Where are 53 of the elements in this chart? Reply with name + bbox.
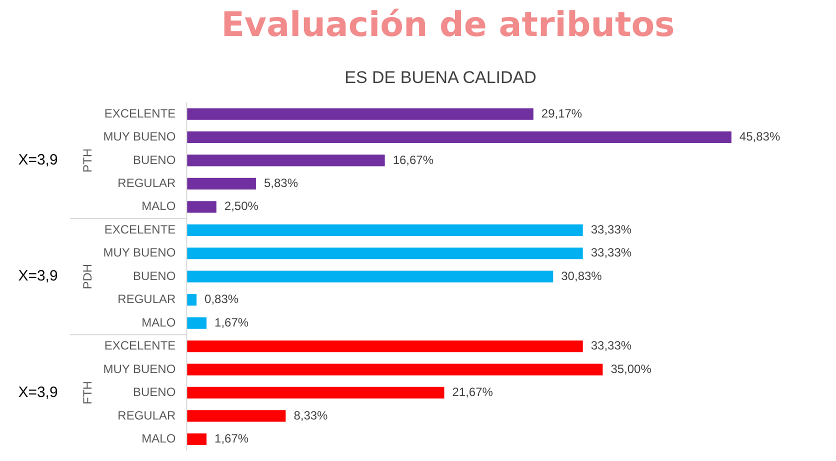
y-tick-label: EXCELENTE (104, 338, 176, 353)
y-tick-label: EXCELENTE (104, 222, 176, 236)
y-tick-label: REGULAR (118, 176, 176, 190)
y-tick-label: REGULAR (118, 292, 176, 306)
bar (186, 154, 385, 166)
bar (186, 201, 216, 213)
bar (186, 317, 207, 329)
data-label: 2,50% (224, 199, 259, 214)
chart-title: Evaluación de atributos (220, 4, 676, 47)
text: X=3,9 (18, 152, 58, 169)
data-label: 1,67% (214, 315, 249, 330)
bar (186, 131, 732, 144)
bar (186, 270, 554, 282)
y-tick-label: MALO (142, 315, 176, 330)
data-label: 33,33% (590, 338, 632, 353)
data-label: 33,33% (590, 222, 632, 236)
bar (186, 248, 583, 260)
y-tick-label: BUENO (132, 152, 176, 167)
data-label: 0,83% (204, 292, 239, 306)
y-tick-label: MUY BUENO (103, 246, 176, 260)
y-tick-label: MUY BUENO (103, 362, 176, 376)
data-label: 33,33% (590, 246, 632, 260)
y-tick-label: BUENO (132, 385, 176, 400)
data-label: 35,00% (610, 362, 652, 376)
text: PTH (80, 148, 94, 172)
y-tick-label: MUY BUENO (103, 130, 176, 144)
y-tick-label: MALO (142, 199, 176, 214)
data-label: 29,17% (541, 106, 582, 120)
text: FTH (80, 381, 94, 404)
bar (186, 364, 603, 376)
y-tick-label: BUENO (132, 268, 176, 283)
text: PDH (80, 264, 94, 290)
y-tick-label: MALO (142, 432, 176, 446)
bar (186, 108, 534, 120)
bar (186, 433, 207, 445)
bar (186, 178, 256, 190)
data-label: 45,83% (739, 130, 780, 144)
data-label: 1,67% (214, 432, 249, 446)
bar (186, 294, 197, 306)
y-tick-label: EXCELENTE (104, 106, 176, 120)
bar (186, 386, 444, 399)
chart-subtitle: ES DE BUENA CALIDAD (344, 68, 536, 87)
bar (186, 340, 583, 352)
data-label: 21,67% (452, 385, 494, 400)
bar (186, 224, 583, 236)
data-label: 5,83% (264, 176, 298, 190)
text: X=3,9 (18, 384, 58, 401)
data-label: 8,33% (294, 408, 328, 422)
data-label: 16,67% (392, 152, 434, 167)
bar (186, 410, 286, 422)
y-tick-label: REGULAR (118, 408, 176, 422)
data-label: 30,83% (561, 268, 602, 283)
text: X=3,9 (18, 268, 58, 285)
